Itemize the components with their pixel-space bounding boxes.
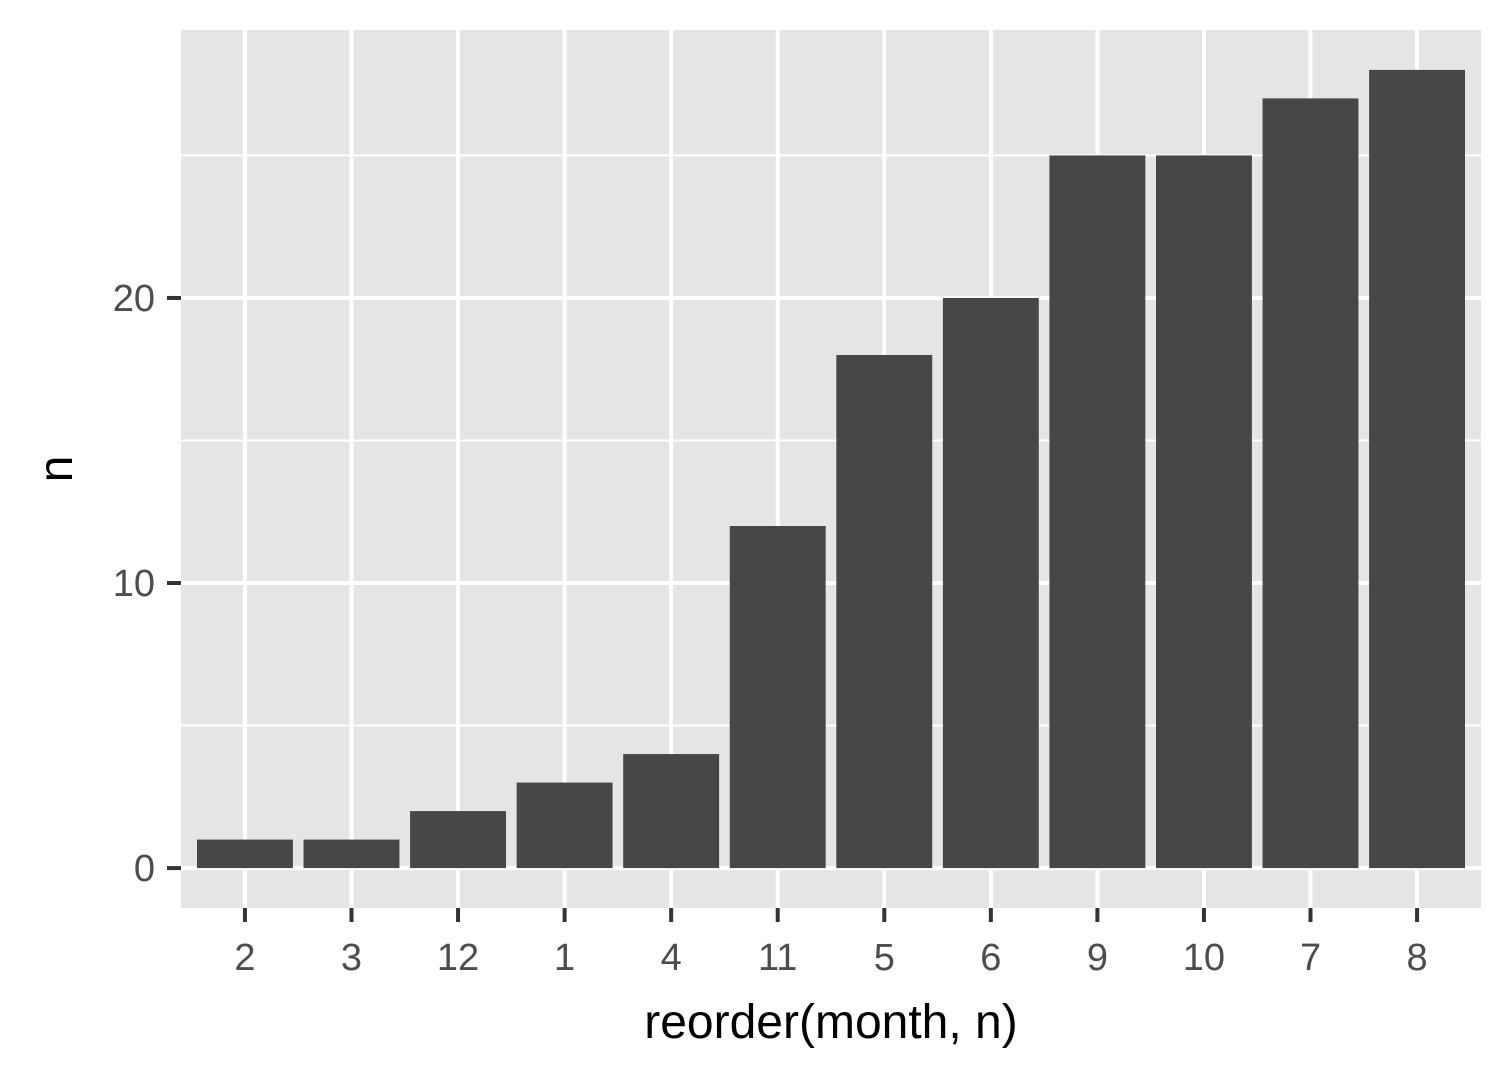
bars <box>196 69 1466 869</box>
bar <box>410 811 506 869</box>
x-tick-label: 12 <box>437 937 479 979</box>
bar <box>303 839 400 869</box>
x-axis: 2 3 12 1 4 11 5 6 9 10 7 8 <box>234 908 1428 979</box>
y-axis-title: n <box>30 456 83 483</box>
bar <box>729 526 826 869</box>
y-tick-label: 20 <box>113 278 155 320</box>
bar <box>1369 69 1466 869</box>
x-tick-label: 4 <box>661 937 682 979</box>
bar <box>1262 98 1359 869</box>
x-tick-label: 10 <box>1183 937 1225 979</box>
bar <box>1156 155 1252 869</box>
x-tick-label: 1 <box>554 937 575 979</box>
y-tick-label: 0 <box>134 848 155 890</box>
bar <box>1049 155 1146 869</box>
x-tick-label: 5 <box>874 937 895 979</box>
bar <box>942 297 1039 869</box>
x-tick-label: 2 <box>234 937 255 979</box>
bar <box>836 354 933 869</box>
x-tick-label: 11 <box>758 937 797 979</box>
y-tick-label: 10 <box>113 563 155 605</box>
bar <box>196 839 293 869</box>
x-axis-title: reorder(month, n) <box>644 996 1017 1049</box>
y-axis: 0 10 20 <box>113 278 181 890</box>
bar <box>516 782 613 869</box>
x-tick-label: 3 <box>341 937 362 979</box>
x-tick-label: 8 <box>1406 937 1427 979</box>
x-tick-label: 6 <box>980 937 1001 979</box>
bar <box>623 754 720 869</box>
x-tick-label: 7 <box>1300 937 1321 979</box>
x-tick-label: 9 <box>1087 937 1108 979</box>
